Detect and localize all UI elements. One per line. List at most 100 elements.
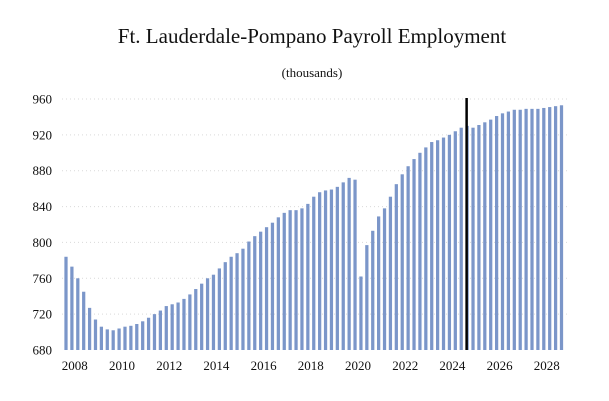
- bar-37: [282, 212, 286, 350]
- bar-30: [241, 248, 245, 350]
- bar-5: [93, 319, 98, 350]
- bar-60: [418, 152, 422, 350]
- y-tick-label-880: 880: [33, 163, 53, 178]
- bar-7: [105, 329, 109, 350]
- bar-82: [548, 107, 552, 350]
- bar-26: [217, 268, 221, 350]
- chart-subtitle: (thousands): [282, 65, 343, 80]
- bar-8: [111, 330, 115, 350]
- bar-0: [64, 256, 68, 350]
- bar-16: [158, 310, 162, 350]
- bar-77: [518, 109, 522, 350]
- bar-34: [264, 227, 269, 350]
- bar-2: [76, 278, 80, 350]
- bar-69: [471, 127, 475, 350]
- y-tick-label-760: 760: [33, 271, 53, 286]
- bar-23: [200, 283, 204, 350]
- bar-71: [483, 122, 487, 350]
- bar-19: [176, 302, 180, 350]
- bar-29: [235, 253, 239, 350]
- bar-58: [406, 166, 410, 350]
- bar-21: [188, 294, 192, 350]
- bar-48: [347, 177, 351, 350]
- bars-layer: [64, 105, 564, 351]
- bar-3: [82, 291, 86, 350]
- bar-62: [430, 142, 434, 350]
- bar-35: [270, 222, 275, 350]
- bar-80: [536, 108, 540, 350]
- bar-61: [424, 147, 428, 350]
- bar-47: [341, 182, 345, 350]
- bar-38: [288, 210, 292, 350]
- bar-54: [382, 208, 387, 350]
- y-tick-label-920: 920: [33, 127, 53, 142]
- bar-79: [530, 108, 534, 350]
- bar-24: [205, 278, 210, 350]
- bar-9: [117, 328, 121, 350]
- x-axis: 2008 2010 2012 2014 2016 2018 2020 2022 2024 2026…: [62, 358, 560, 373]
- bar-44: [323, 190, 328, 350]
- bar-63: [436, 140, 440, 350]
- bar-40: [300, 208, 304, 350]
- y-tick-label-680: 680: [33, 343, 53, 358]
- bar-39: [294, 210, 298, 350]
- bar-56: [394, 184, 398, 350]
- bar-10: [123, 326, 127, 350]
- x-tick-label-2022: 2022: [392, 358, 418, 373]
- bar-43: [318, 192, 322, 350]
- x-tick-label-2014: 2014: [203, 358, 230, 373]
- bar-64: [441, 137, 446, 350]
- bar-17: [164, 306, 168, 350]
- y-axis: 680 720 760 800 840 880 920 960: [33, 92, 53, 358]
- bar-15: [152, 314, 157, 350]
- x-tick-label-2020: 2020: [345, 358, 371, 373]
- bar-52: [371, 230, 375, 350]
- bar-6: [99, 326, 104, 350]
- y-tick-label-800: 800: [33, 235, 53, 250]
- bar-72: [489, 119, 493, 351]
- bar-49: [353, 179, 357, 350]
- y-tick-label-720: 720: [33, 307, 53, 322]
- bar-78: [524, 108, 528, 350]
- bar-13: [141, 321, 145, 350]
- bar-1: [70, 266, 74, 350]
- bar-42: [312, 196, 316, 350]
- bar-51: [365, 245, 369, 350]
- bar-53: [377, 216, 381, 350]
- bar-20: [182, 298, 186, 350]
- bar-18: [170, 304, 174, 350]
- bar-57: [400, 174, 404, 350]
- bar-83: [553, 106, 558, 350]
- y-tick-label-960: 960: [33, 92, 53, 107]
- bar-75: [506, 111, 511, 350]
- bar-33: [259, 231, 263, 350]
- bar-14: [146, 317, 151, 350]
- bar-74: [500, 113, 505, 350]
- x-tick-label-2018: 2018: [298, 358, 324, 373]
- bar-45: [329, 189, 334, 350]
- bar-4: [87, 307, 92, 350]
- bar-22: [194, 289, 198, 350]
- bar-67: [459, 127, 463, 350]
- bar-55: [388, 196, 393, 350]
- bar-81: [542, 107, 546, 351]
- bar-70: [477, 125, 481, 350]
- x-tick-label-2024: 2024: [439, 358, 466, 373]
- bar-31: [247, 241, 251, 350]
- bar-59: [412, 159, 416, 350]
- bar-65: [447, 134, 452, 350]
- x-tick-label-2008: 2008: [62, 358, 88, 373]
- bar-11: [129, 325, 133, 350]
- bar-32: [253, 236, 257, 350]
- x-tick-label-2016: 2016: [251, 358, 278, 373]
- bar-66: [453, 131, 457, 350]
- bar-36: [276, 217, 280, 350]
- x-tick-label-2028: 2028: [534, 358, 560, 373]
- bar-27: [223, 262, 227, 350]
- bar-25: [211, 274, 216, 350]
- bar-41: [306, 203, 310, 350]
- bar-12: [135, 324, 139, 350]
- x-tick-label-2012: 2012: [156, 358, 182, 373]
